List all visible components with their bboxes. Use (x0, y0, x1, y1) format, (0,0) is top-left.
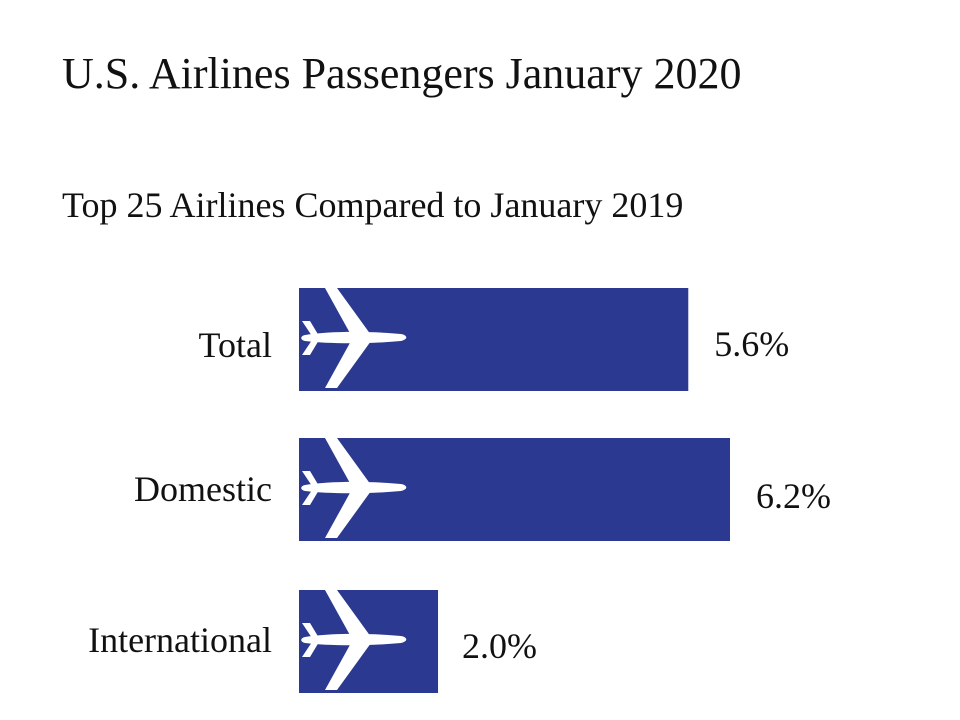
category-label-domestic: Domestic (134, 469, 272, 509)
data-label-international: 2.0% (462, 626, 537, 666)
category-label-total: Total (199, 325, 272, 365)
airplane-icon (301, 438, 407, 538)
data-label-domestic: 6.2% (756, 476, 831, 516)
category-label-international: International (88, 620, 272, 660)
airplane-icon (301, 590, 407, 690)
airplane-icon (301, 288, 407, 388)
chart-subtitle: Top 25 Airlines Compared to January 2019 (62, 185, 684, 225)
chart-title: U.S. Airlines Passengers January 2020 (62, 49, 742, 98)
data-label-total: 5.6% (714, 324, 789, 364)
